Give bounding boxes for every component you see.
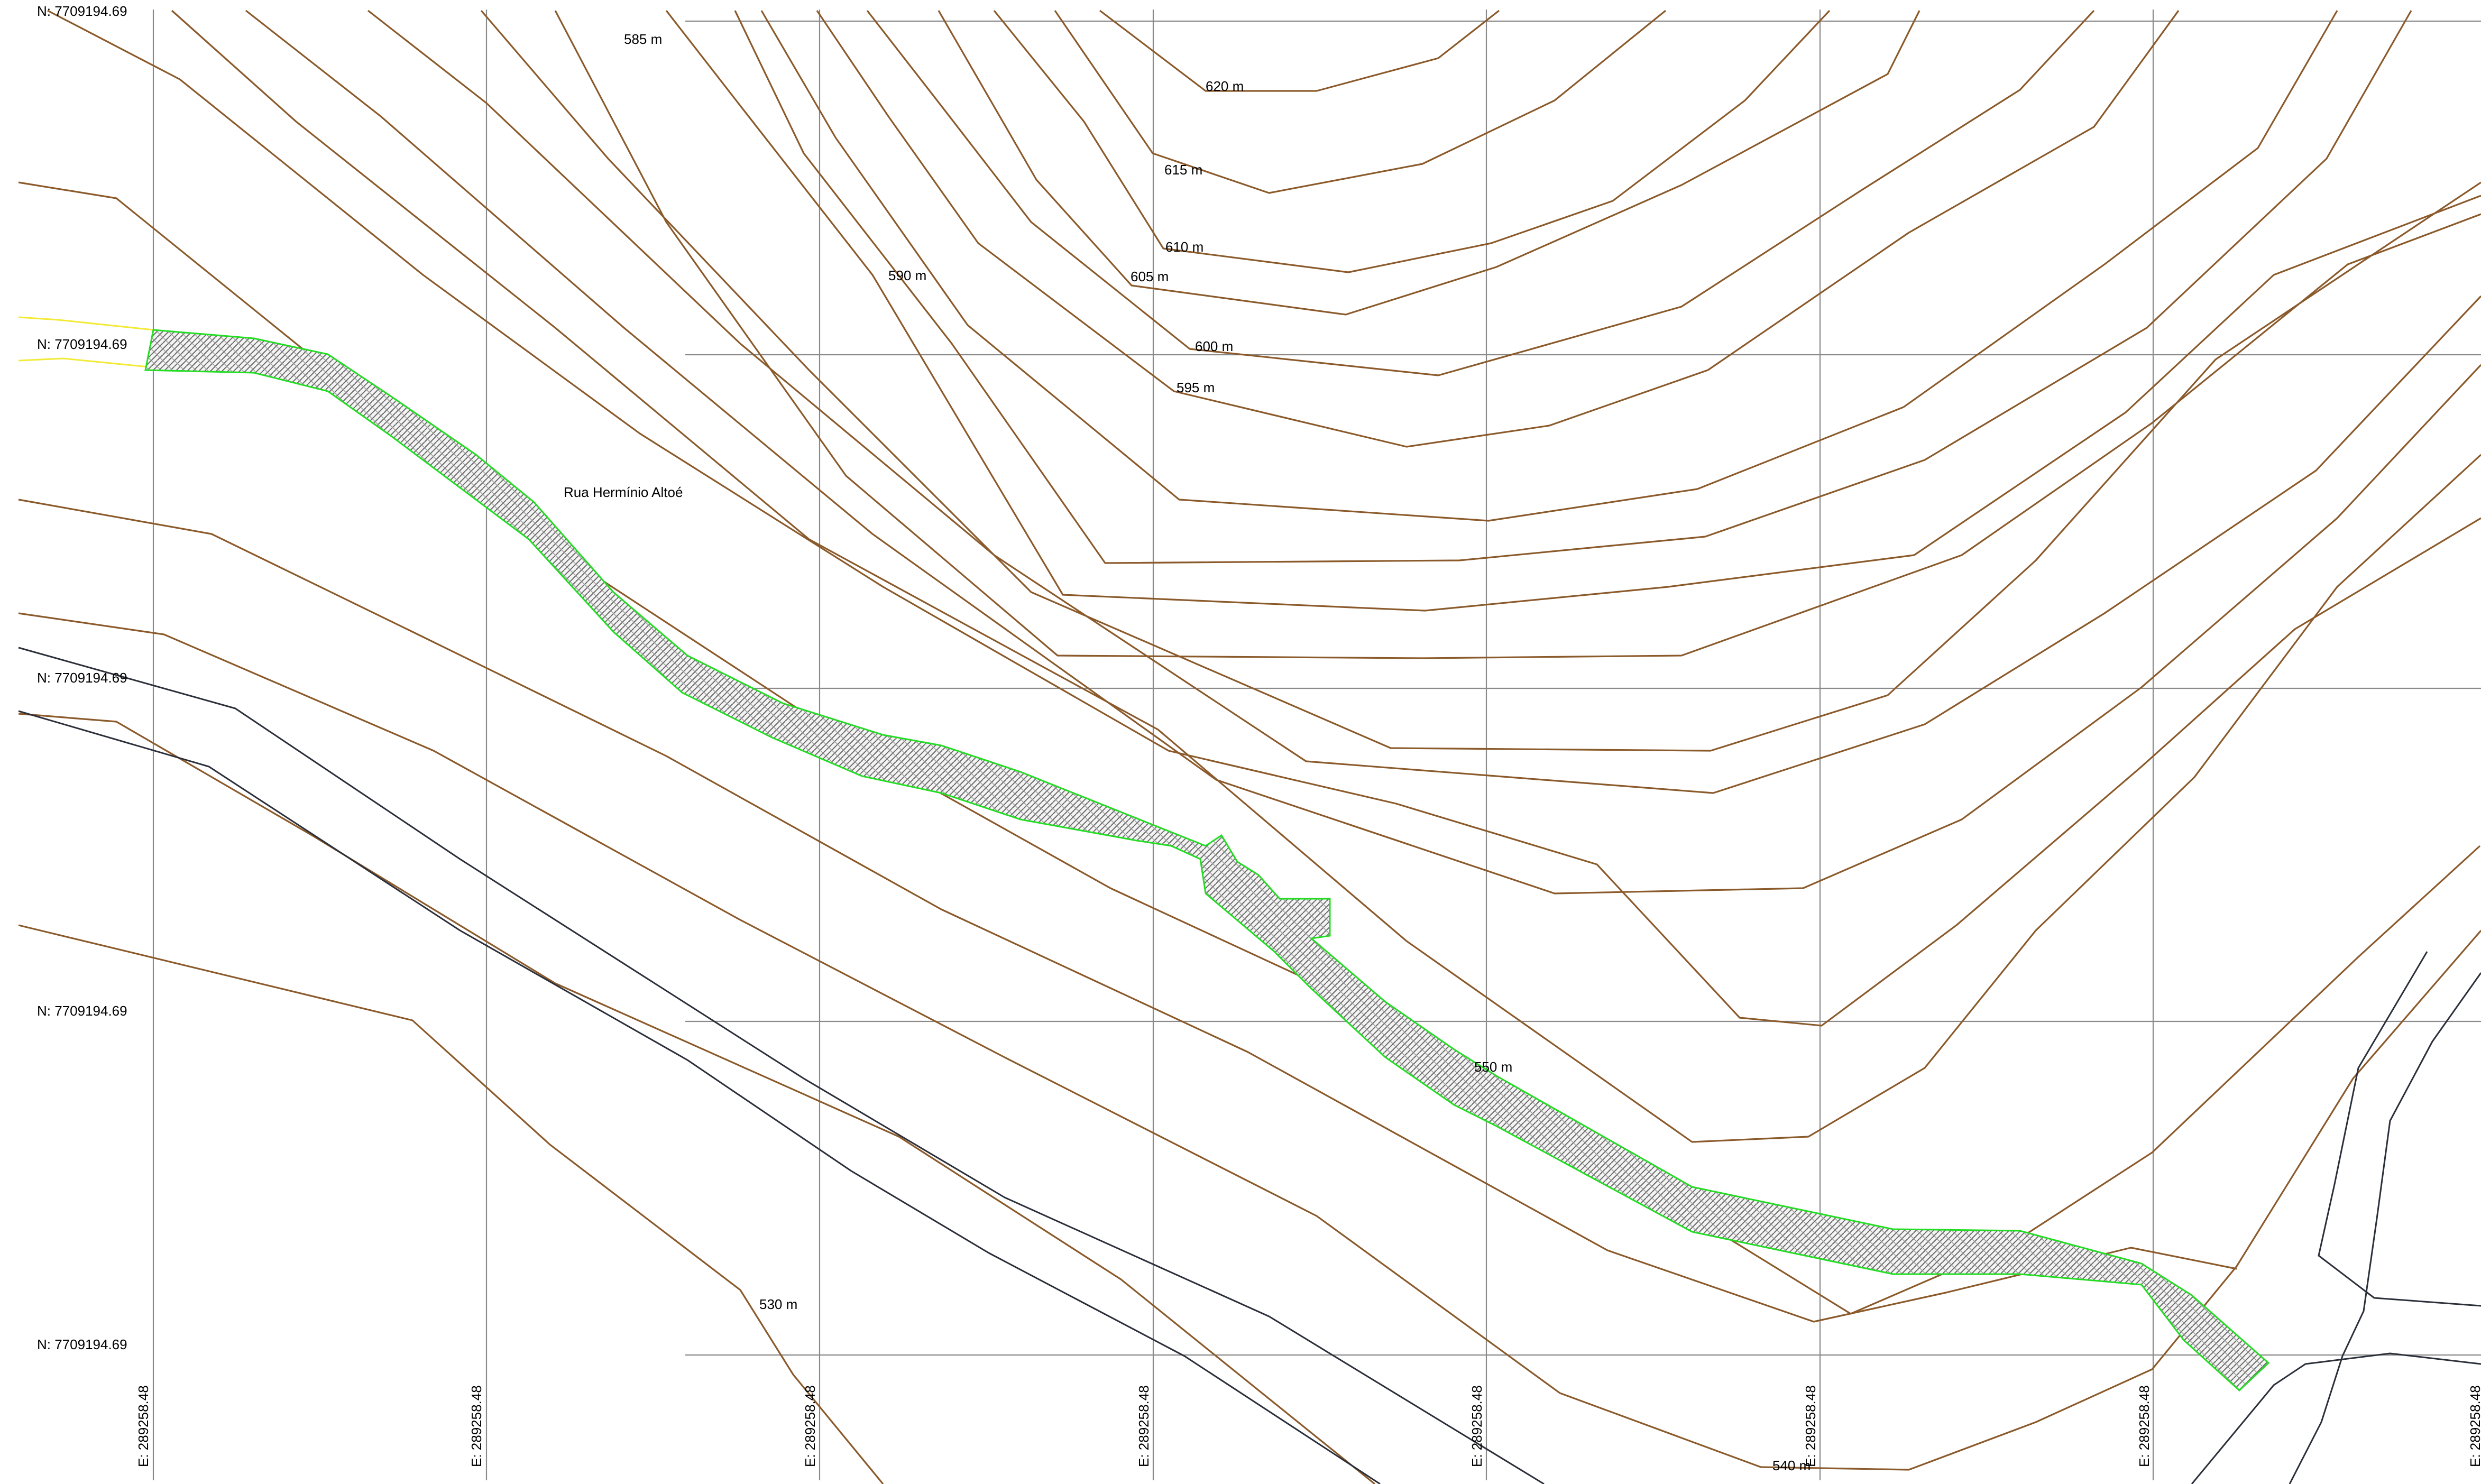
easting-label-3: E: 289258.48 (802, 1385, 818, 1467)
northing-label-3: N: 7709194.69 (37, 670, 127, 686)
contour-line (665, 10, 2481, 612)
contour-line (734, 10, 2412, 564)
northing-label-1: N: 7709194.69 (37, 3, 127, 19)
contour-line (18, 924, 884, 1484)
road-edge-lines (18, 316, 154, 368)
contour-line (938, 10, 1921, 316)
map-labels: Rua Hermínio Altoé 620 m 615 m 610 m 605… (37, 3, 2481, 1473)
river-line (2191, 1352, 2481, 1484)
contour-lines (18, 10, 2481, 1484)
river-lines (18, 647, 2481, 1484)
street-label: Rua Hermínio Altoé (564, 484, 683, 500)
road-edge-line-south (18, 357, 154, 368)
contour-line (866, 10, 2095, 376)
road-area-rua-herminio-altoe[interactable] (144, 329, 2270, 1392)
river-line (18, 647, 1545, 1484)
northing-label-4: N: 7709194.69 (37, 1003, 127, 1019)
easting-label-4: E: 289258.48 (1136, 1385, 1152, 1467)
contour-line (760, 10, 2338, 522)
contour-line (245, 10, 2481, 895)
contour-line (18, 499, 2237, 1323)
contour-label-550: 550 m (1474, 1059, 1512, 1075)
contour-label-620: 620 m (1206, 78, 1244, 94)
contour-label-590: 590 m (888, 268, 926, 283)
road-edge-line-north (18, 316, 154, 331)
easting-label-5: E: 289258.48 (1469, 1385, 1485, 1467)
river-line (2318, 951, 2481, 1307)
contour-line (367, 10, 2481, 794)
river-line (2289, 972, 2481, 1484)
easting-label-7: E: 289258.48 (2136, 1385, 2152, 1467)
contour-line (18, 713, 1376, 1484)
contour-line (18, 612, 2481, 1471)
contour-line (993, 10, 1831, 273)
contour-label-610: 610 m (1165, 239, 1203, 255)
contour-line (816, 10, 2180, 448)
contour-line (1099, 10, 1500, 92)
contour-line (171, 10, 2481, 1143)
easting-label-1: E: 289258.48 (135, 1385, 151, 1467)
contour-label-530: 530 m (759, 1296, 797, 1312)
contour-label-595: 595 m (1177, 380, 1215, 395)
contour-label-585: 585 m (624, 31, 662, 47)
coordinate-grid (152, 10, 2481, 1480)
easting-label-8: E: 289258.48 (2467, 1385, 2481, 1467)
easting-label-6: E: 289258.48 (1803, 1385, 1818, 1467)
contour-label-600: 600 m (1195, 338, 1233, 354)
contour-line (1054, 10, 1667, 194)
contour-label-540: 540 m (1772, 1458, 1811, 1473)
contour-label-615: 615 m (1164, 162, 1202, 178)
northing-label-5: N: 7709194.69 (37, 1336, 127, 1352)
contour-line (554, 10, 2481, 659)
river-line (18, 710, 1381, 1484)
easting-label-2: E: 289258.48 (468, 1385, 484, 1467)
northing-label-2: N: 7709194.69 (37, 336, 127, 352)
contour-line (47, 10, 2481, 1027)
contour-line (480, 10, 2481, 752)
contour-line (18, 181, 2481, 1315)
contour-label-605: 605 m (1131, 269, 1169, 284)
